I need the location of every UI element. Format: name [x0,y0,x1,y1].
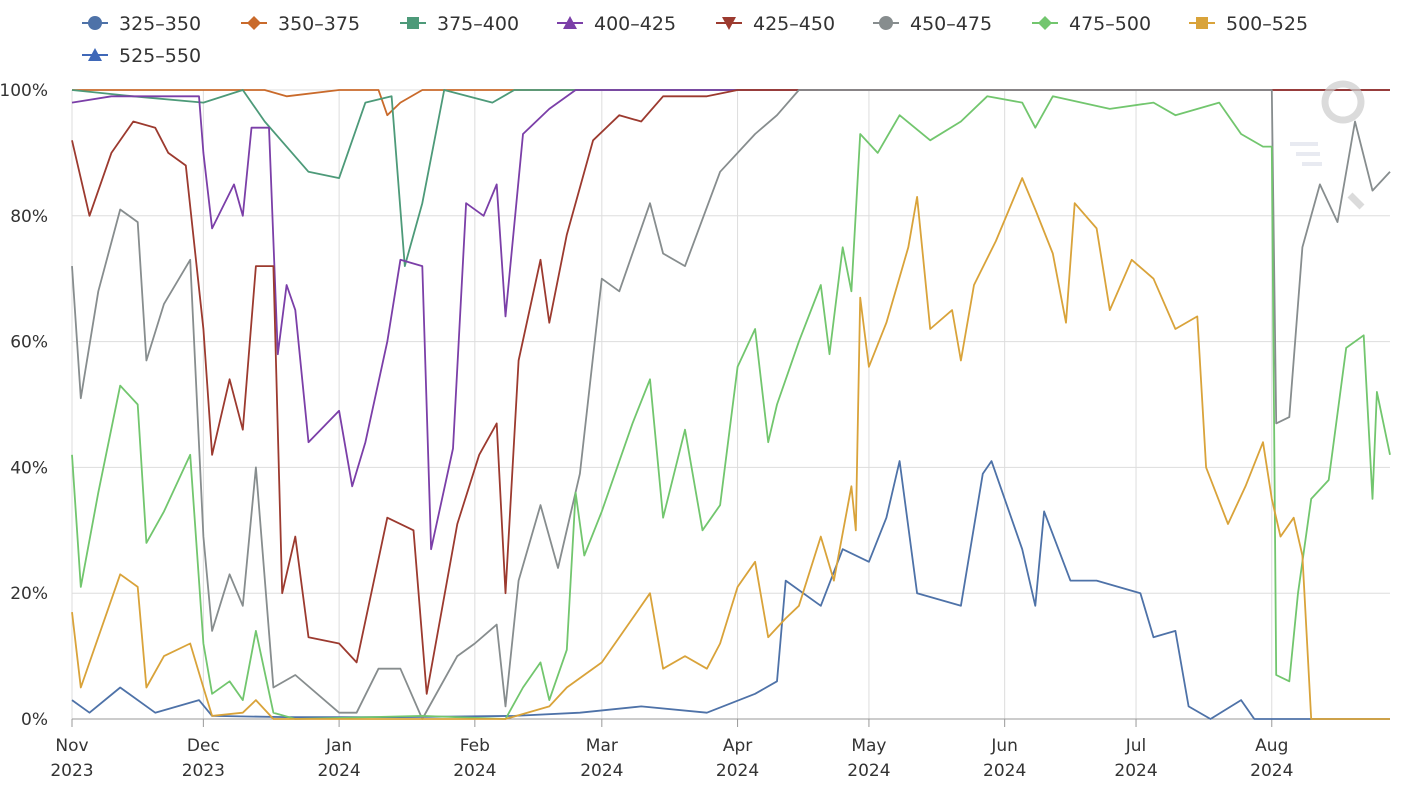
x-tick-month: Jul [1125,736,1147,756]
x-tick-year: 2024 [1114,761,1157,781]
legend-marker [879,16,893,30]
legend-item-2[interactable]: 375–400 [400,13,519,35]
legend-item-6[interactable]: 475–500 [1032,13,1151,35]
series-line-3 [71,89,1390,551]
y-tick-label: 80% [10,207,48,227]
x-tick-year: 2024 [1250,761,1293,781]
legend-item-3[interactable]: 400–425 [557,13,676,35]
legend-item-1[interactable]: 350–375 [241,13,360,35]
legend-marker [722,17,736,30]
legend-label: 525–550 [119,45,201,67]
y-tick-label: 60% [10,333,48,353]
x-tick-month: Dec [187,736,220,756]
x-tick-month: Mar [586,736,618,756]
legend-marker [88,48,102,61]
x-tick-year: 2024 [983,761,1026,781]
series-line-7 [71,177,1390,720]
grid [71,89,1390,720]
y-tick-label: 20% [10,584,48,604]
legend-label: 325–350 [119,13,201,35]
legend-marker [407,17,419,29]
y-tick-label: 100% [0,81,48,101]
x-axis: Nov 2023 Dec 2023 Jan 2024 Feb 2024 Mar 2024 Apr 20… [50,718,1390,781]
y-tick-label: 40% [10,458,48,478]
x-tick-year: 2024 [580,761,623,781]
x-tick-year: 2024 [317,761,360,781]
series-line-1 [72,89,1390,117]
legend-label: 475–500 [1069,13,1151,35]
x-tick-year: 2024 [716,761,759,781]
y-axis: 0% 20% 40% 60% 80% 100% [0,81,48,730]
x-tick-year: 2024 [847,761,890,781]
legend-label: 400–425 [594,13,676,35]
series-line-0 [71,460,1390,720]
watermark-logo [1290,80,1365,210]
series-line-6 [71,95,1391,720]
legend-item-0[interactable]: 325–350 [82,13,201,35]
legend-item-5[interactable]: 450–475 [873,13,992,35]
x-tick-month: Jan [325,736,352,756]
x-tick-month: Apr [723,736,752,756]
x-tick-year: 2024 [453,761,496,781]
legend-marker [1196,17,1208,29]
legend-label: 375–400 [437,13,519,35]
x-tick-month: Feb [460,736,490,756]
series-line-2 [71,89,1390,267]
legend-label: 425–450 [753,13,835,35]
x-tick-month: Aug [1255,736,1288,756]
legend-item-4[interactable]: 425–450 [716,13,835,35]
legend-marker [1038,16,1052,30]
x-tick-year: 2023 [50,761,93,781]
legend-marker [247,16,261,30]
legend-item-7[interactable]: 500–525 [1189,13,1308,35]
legend-label: 350–375 [278,13,360,35]
x-tick-month: Nov [55,736,88,756]
legend[interactable]: 325–350 350–375 375–400 400–425 425–450 450–4… [82,13,1308,67]
series-line-5 [71,89,1391,720]
series-line-4 [71,89,1390,695]
legend-marker [563,16,577,29]
x-tick-year: 2023 [182,761,225,781]
plot-area [71,89,1391,720]
x-tick-month: May [851,736,886,756]
y-tick-label: 0% [21,710,48,730]
legend-item-8[interactable]: 525–550 [82,45,201,67]
legend-label: 450–475 [910,13,992,35]
legend-marker [88,16,102,30]
legend-label: 500–525 [1226,13,1308,35]
x-tick-month: Jun [990,736,1018,756]
